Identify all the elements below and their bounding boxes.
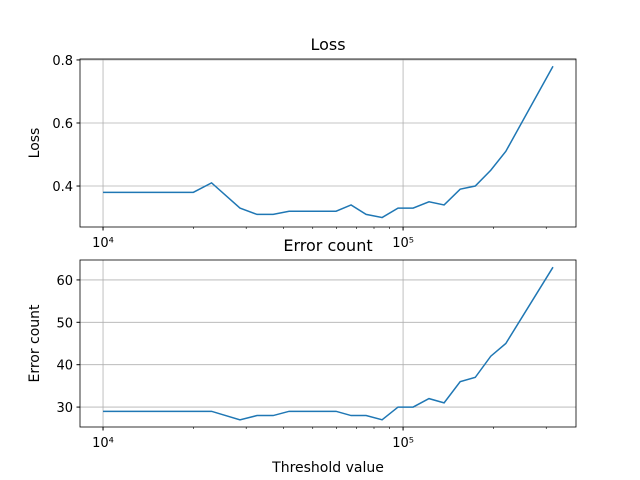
y-tick-label: 0.4 (52, 180, 73, 195)
y-tick-label: 30 (56, 401, 73, 416)
y-axis-label: Loss (27, 128, 43, 159)
y-axis-label: Error count (27, 304, 43, 383)
x-tick-label: 10⁴ (92, 236, 114, 251)
chart-title: Loss (310, 35, 345, 54)
y-tick-label: 0.8 (52, 54, 73, 69)
line (103, 266, 554, 421)
x-axis-label: Threshold value (271, 460, 384, 476)
y-tick-label: 40 (56, 359, 73, 374)
y-tick-label: 50 (56, 316, 73, 331)
x-tick-label: 10⁴ (92, 436, 114, 451)
axes-frame (79, 58, 577, 228)
line (103, 65, 554, 219)
chart-title: Error count (283, 236, 372, 255)
y-tick-label: 0.6 (52, 117, 73, 132)
axes-frame (79, 259, 577, 428)
x-tick-label: 10⁵ (392, 436, 414, 451)
y-tick-label: 60 (56, 274, 73, 289)
x-tick-label: 10⁵ (392, 236, 414, 251)
